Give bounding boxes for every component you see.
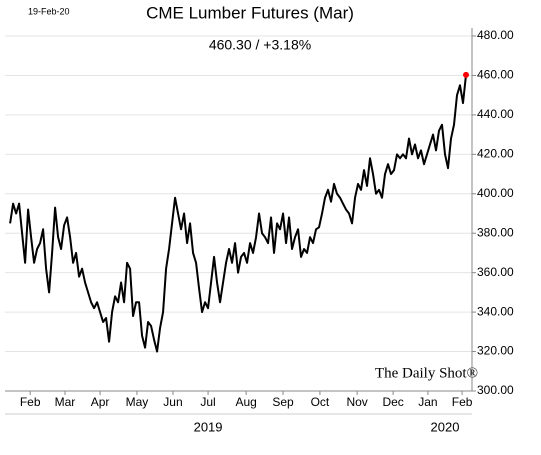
y-tick-label: 400.00 <box>477 186 514 200</box>
chart-subtitle: 460.30 / +3.18% <box>209 37 311 53</box>
price-line <box>9 74 467 353</box>
x-tick-label: Jan <box>418 395 437 409</box>
watermark: The Daily Shot® <box>375 365 478 381</box>
x-tick-label: Mar <box>55 395 76 409</box>
y-tick-label: 480.00 <box>477 28 514 42</box>
year-label: 2020 <box>431 419 460 434</box>
chart-title: CME Lumber Futures (Mar) <box>146 3 354 22</box>
x-tick-label: May <box>126 395 149 409</box>
x-tick-label: Dec <box>382 395 403 409</box>
x-tick-label: Jul <box>200 395 215 409</box>
x-tick-label: Jun <box>163 395 182 409</box>
x-tick-label: Feb <box>452 395 473 409</box>
x-tick-label: Sep <box>272 395 294 409</box>
x-tick-label: Nov <box>346 395 367 409</box>
y-tick-label: 320.00 <box>477 344 514 358</box>
date-label: 19-Feb-20 <box>28 6 70 16</box>
x-tick-label: Apr <box>91 395 110 409</box>
y-tick-label: 380.00 <box>477 225 514 239</box>
y-tick-label: 300.00 <box>477 383 514 397</box>
y-tick-label: 440.00 <box>477 107 514 121</box>
x-tick-label: Feb <box>20 395 41 409</box>
year-label: 2019 <box>194 419 223 434</box>
y-tick-label: 420.00 <box>477 147 514 161</box>
y-tick-label: 340.00 <box>477 304 514 318</box>
y-tick-label: 360.00 <box>477 265 514 279</box>
x-tick-label: Aug <box>235 395 256 409</box>
last-point <box>463 71 470 78</box>
x-tick-label: Oct <box>311 395 330 409</box>
y-tick-label: 460.00 <box>477 68 514 82</box>
